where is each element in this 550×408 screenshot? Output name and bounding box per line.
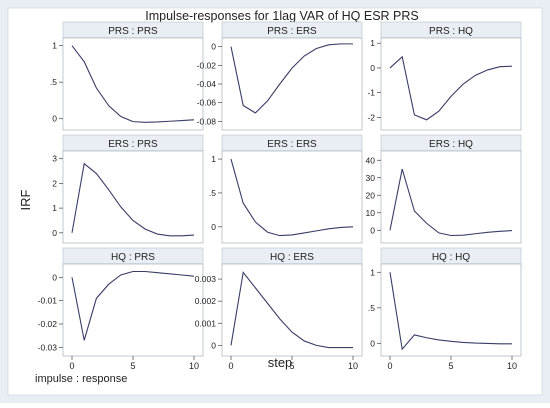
y-tick-label-ers-ers: 1	[211, 154, 216, 164]
y-tick-label-ers-prs: 3	[52, 154, 57, 164]
y-tick-label-ers-prs: 2	[52, 178, 57, 188]
y-tick-label-hq-prs: -0.01	[38, 296, 58, 306]
panel-plot-prs-ers	[221, 37, 363, 131]
y-tick-label-ers-hq: 40	[366, 155, 376, 165]
y-tick-label-prs-hq: -2	[367, 112, 375, 122]
y-tick-label-ers-hq: 10	[366, 208, 376, 218]
y-tick-label-prs-ers: -0.06	[197, 98, 217, 108]
y-tick-label-hq-ers: 0.001	[195, 318, 217, 328]
y-tick-label-ers-ers: .5	[209, 188, 216, 198]
y-tick-label-hq-prs: -0.03	[38, 342, 58, 352]
y-tick-label-hq-ers: 0.002	[195, 296, 217, 306]
y-tick-label-prs-ers: -0.08	[197, 116, 217, 126]
irf-line-prs-ers	[230, 43, 353, 114]
y-tick-label-hq-ers: 0.003	[195, 274, 217, 284]
y-tick-label-prs-prs: 0	[52, 114, 57, 124]
panel-title-ers-hq: ERS : HQ	[429, 139, 473, 150]
y-tick-label-ers-prs: 1	[52, 203, 57, 213]
y-tick-label-prs-hq: -1	[367, 88, 375, 98]
x-tick-label-hq-hq: 0	[387, 361, 392, 371]
y-tick-label-prs-hq: 0	[370, 63, 375, 73]
panel-plot-hq-prs	[62, 263, 204, 357]
irf-line-prs-hq	[389, 55, 513, 121]
x-tick-label-hq-hq: 10	[507, 361, 517, 371]
y-tick-label-prs-hq: 1	[370, 38, 375, 48]
y-axis-label: IRF	[18, 189, 33, 210]
y-tick-label-ers-hq: 30	[366, 173, 376, 183]
x-axis-label: step	[268, 355, 293, 370]
panel-title-hq-prs: HQ : PRS	[111, 252, 155, 263]
x-tick-label-hq-hq: 5	[448, 361, 453, 371]
irf-line-ers-ers	[230, 158, 354, 237]
panel-title-hq-hq: HQ : HQ	[432, 252, 471, 263]
panel-plot-ers-prs	[62, 150, 204, 244]
panel-title-prs-ers: PRS : ERS	[267, 26, 317, 37]
impulse-response-note: impulse : response	[35, 373, 127, 385]
irf-line-ers-hq	[389, 168, 513, 237]
panels-group: PRS : PRS 0 .5 1 PRS : ERS 0 -0.02 -0.04 -0.06 -0…	[38, 21, 522, 371]
panel-plot-hq-ers	[221, 263, 363, 357]
panel-plot-ers-hq	[380, 150, 522, 244]
panel-title-prs-prs: PRS : PRS	[108, 26, 158, 37]
x-tick-label-hq-prs: 0	[69, 361, 74, 371]
y-tick-label-ers-hq: 0	[370, 225, 375, 235]
panel-plot-ers-ers	[221, 150, 363, 244]
panel-title-prs-hq: PRS : HQ	[429, 26, 473, 37]
chart-title: Impulse-responses for 1lag VAR of HQ ESR…	[145, 9, 419, 23]
y-tick-label-ers-prs: 0	[52, 228, 57, 238]
y-tick-label-hq-hq: 0	[370, 338, 375, 348]
panel-plot-prs-prs	[62, 37, 204, 131]
y-tick-label-hq-prs: 0	[52, 272, 57, 282]
y-tick-label-hq-prs: -0.02	[38, 319, 58, 329]
y-tick-label-prs-ers: -0.02	[197, 60, 217, 70]
irf-line-hq-hq	[389, 272, 512, 351]
irf-line-hq-prs	[71, 270, 195, 341]
irf-line-ers-prs	[71, 162, 195, 237]
panel-title-hq-ers: HQ : ERS	[270, 252, 314, 263]
y-tick-label-ers-hq: 20	[366, 190, 376, 200]
y-tick-label-prs-prs: .5	[50, 77, 57, 87]
y-tick-label-hq-hq: 1	[370, 267, 375, 277]
y-tick-label-ers-ers: 0	[211, 222, 216, 232]
panel-plot-prs-hq	[380, 37, 522, 131]
x-tick-label-hq-prs: 10	[189, 361, 199, 371]
panel-title-ers-prs: ERS : PRS	[108, 139, 158, 150]
x-tick-label-hq-ers: 5	[289, 361, 294, 371]
x-tick-label-hq-ers: 0	[228, 361, 233, 371]
panel-title-ers-ers: ERS : ERS	[267, 139, 317, 150]
y-tick-label-prs-prs: 1	[52, 41, 57, 51]
y-tick-label-hq-hq: .5	[368, 303, 375, 313]
x-tick-label-hq-prs: 5	[130, 361, 135, 371]
panel-plot-hq-hq	[380, 263, 522, 357]
y-tick-label-prs-ers: 0	[211, 42, 216, 52]
y-tick-label-hq-ers: 0	[211, 340, 216, 350]
y-tick-label-prs-ers: -0.04	[197, 79, 217, 89]
irf-line-hq-ers	[230, 271, 353, 349]
x-tick-label-hq-ers: 10	[348, 361, 358, 371]
irf-line-prs-prs	[71, 45, 195, 123]
